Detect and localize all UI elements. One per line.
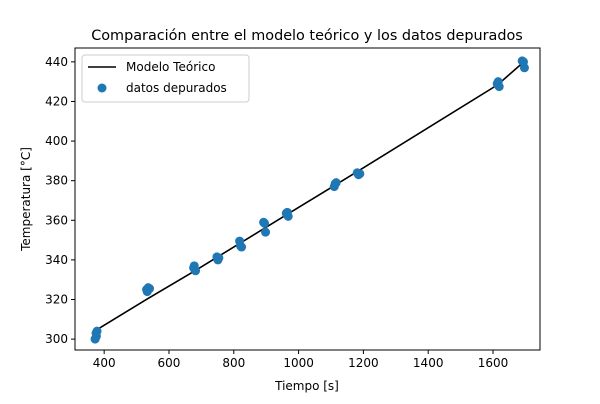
- x-axis-ticks: 400 600 800 1000 1200 1400 1600: [93, 350, 509, 370]
- data-point: [355, 169, 365, 179]
- x-tick-label: 600: [158, 356, 181, 370]
- legend: Modelo Teórico datos depurados: [81, 54, 250, 103]
- plot-frame: [74, 47, 541, 351]
- y-tick-label: 320: [45, 293, 68, 307]
- x-tick-label: 1200: [348, 356, 379, 370]
- y-tick-label: 400: [45, 134, 68, 148]
- data-point: [214, 253, 224, 263]
- legend-box: [81, 54, 250, 103]
- x-tick-label: 800: [222, 356, 245, 370]
- x-axis-label: Tiempo [s]: [274, 379, 339, 393]
- y-tick-label: 340: [45, 253, 68, 267]
- data-point: [237, 242, 247, 252]
- data-point: [261, 227, 271, 237]
- data-point: [260, 218, 270, 228]
- x-tick-label: 1600: [478, 356, 509, 370]
- data-point: [142, 287, 152, 297]
- legend-marker-swatch: [97, 83, 107, 93]
- chart-title: Comparación entre el modelo teórico y lo…: [91, 28, 523, 44]
- y-axis-label: Temperatura [°C]: [19, 147, 33, 252]
- y-tick-label: 300: [45, 332, 68, 346]
- data-point: [494, 82, 504, 92]
- y-tick-label: 420: [45, 94, 68, 108]
- scatter-points: [90, 56, 529, 344]
- y-tick-label: 360: [45, 213, 68, 227]
- data-point: [519, 63, 529, 73]
- data-point: [283, 211, 293, 221]
- x-tick-label: 1400: [413, 356, 444, 370]
- y-tick-label: 440: [45, 55, 68, 69]
- x-tick-label: 1000: [283, 356, 314, 370]
- legend-label-datos-depurados: datos depurados: [126, 81, 227, 95]
- y-axis-ticks: 300 320 340 360 380 400 420 440: [45, 55, 75, 346]
- legend-label-modelo-teorico: Modelo Teórico: [126, 60, 215, 74]
- data-point: [331, 178, 341, 188]
- y-tick-label: 380: [45, 174, 68, 188]
- data-point: [91, 331, 101, 341]
- x-tick-label: 400: [93, 356, 116, 370]
- data-point: [191, 266, 201, 276]
